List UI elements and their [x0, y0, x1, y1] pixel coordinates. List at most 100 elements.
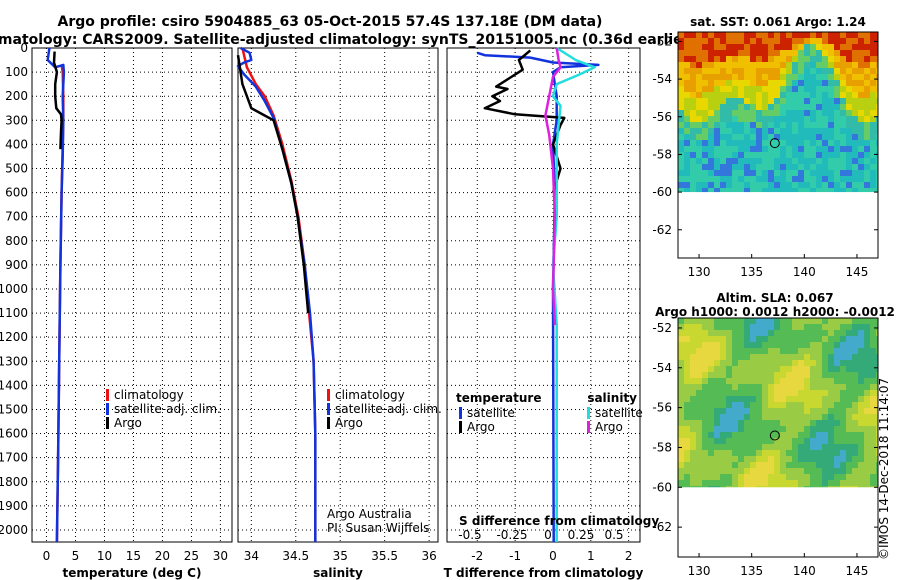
map-cell — [750, 348, 756, 354]
map-cell — [720, 98, 726, 104]
map-cell — [738, 122, 744, 128]
map-cell — [684, 324, 690, 330]
map-cell — [756, 408, 762, 414]
map-cell — [780, 140, 786, 146]
legend-label: satellite — [467, 406, 515, 420]
map-cell — [756, 146, 762, 152]
map-cell — [702, 116, 708, 122]
legend-label: satellite-adj. clim. — [114, 402, 221, 416]
map-cell — [798, 128, 804, 134]
map-cell — [870, 122, 876, 128]
credit-note: Argo Australia — [327, 507, 412, 521]
map-cell — [786, 318, 792, 324]
map-cell — [804, 38, 810, 44]
map-cell — [732, 348, 738, 354]
map-cell — [858, 474, 864, 480]
map-cell — [744, 414, 750, 420]
map-cell — [744, 92, 750, 98]
map-cell — [732, 134, 738, 140]
map-cell — [738, 176, 744, 182]
map-cell — [858, 426, 864, 432]
map-cell — [810, 450, 816, 456]
map-cell — [678, 426, 684, 432]
map-cell — [744, 170, 750, 176]
map-cell — [756, 176, 762, 182]
map-cell — [678, 384, 684, 390]
map-cell — [798, 450, 804, 456]
map-cell — [744, 80, 750, 86]
map-cell — [864, 336, 870, 342]
map-cell — [810, 456, 816, 462]
map-cell — [822, 188, 828, 193]
map-cell — [762, 140, 768, 146]
map-cell — [720, 336, 726, 342]
legend-swatch — [106, 403, 109, 415]
y-tick-label: -62 — [652, 223, 672, 237]
map-cell — [810, 474, 816, 480]
map-cell — [822, 408, 828, 414]
map-cell — [756, 74, 762, 80]
map-cell — [690, 134, 696, 140]
map-cell — [684, 360, 690, 366]
map-cell — [786, 348, 792, 354]
map-cell — [738, 390, 744, 396]
map-cell — [774, 414, 780, 420]
map-cell — [786, 50, 792, 56]
map-cell — [720, 462, 726, 468]
map-cell — [846, 426, 852, 432]
y-tick-label: 1600 — [0, 427, 28, 441]
map-cell — [708, 348, 714, 354]
map-cell — [690, 324, 696, 330]
map-cell — [858, 80, 864, 86]
map-cell — [774, 426, 780, 432]
map-cell — [732, 164, 738, 170]
legend-header-temperature: temperature — [456, 391, 541, 405]
map-cell — [876, 86, 878, 92]
map-cell — [726, 384, 732, 390]
map-cell — [798, 110, 804, 116]
map-cell — [708, 152, 714, 158]
map-cell — [834, 480, 840, 486]
map-cell — [726, 408, 732, 414]
map-cell — [738, 378, 744, 384]
map-cell — [732, 330, 738, 336]
map-cell — [840, 152, 846, 158]
map-cell — [876, 420, 878, 426]
map-cell — [834, 444, 840, 450]
map-cell — [852, 414, 858, 420]
map-cell — [756, 86, 762, 92]
map-cell — [708, 68, 714, 74]
map-cell — [858, 128, 864, 134]
map-cell — [810, 98, 816, 104]
map-cell — [744, 426, 750, 432]
map-cell — [810, 182, 816, 188]
y-tick-label: -62 — [652, 520, 672, 534]
y-tick-label: 1000 — [0, 282, 28, 296]
map-cell — [732, 360, 738, 366]
map-cell — [846, 62, 852, 68]
map-cell — [840, 98, 846, 104]
map-cell — [846, 360, 852, 366]
map-cell — [864, 330, 870, 336]
map-cell — [840, 330, 846, 336]
map-cell — [756, 330, 762, 336]
map-cell — [708, 104, 714, 110]
map-cell — [750, 182, 756, 188]
map-cell — [804, 348, 810, 354]
map-cell — [864, 450, 870, 456]
x-tick-label: 35 — [333, 549, 348, 563]
map-cell — [780, 468, 786, 474]
map-cell — [810, 480, 816, 486]
map-cell — [780, 170, 786, 176]
map-cell — [774, 38, 780, 44]
map-cell — [768, 336, 774, 342]
map-cell — [744, 468, 750, 474]
map-cell — [714, 480, 720, 486]
map-cell — [732, 170, 738, 176]
map-cell — [810, 426, 816, 432]
map-cell — [768, 432, 774, 438]
map-cell — [852, 354, 858, 360]
map-cell — [780, 146, 786, 152]
map-cell — [690, 32, 696, 38]
map-cell — [708, 134, 714, 140]
